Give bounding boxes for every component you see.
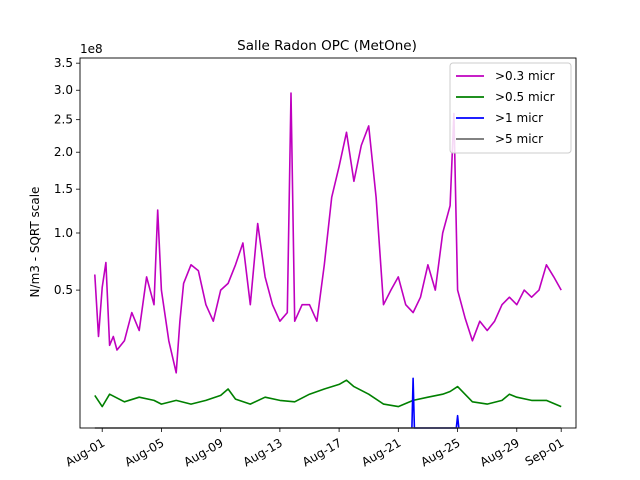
plot-frame <box>79 57 577 429</box>
x-tick-label: Aug-13 <box>241 436 285 470</box>
x-tick-label: Aug-21 <box>359 436 403 470</box>
y-tick-label: 3.0 <box>54 83 73 97</box>
y-tick-label: 1.5 <box>54 182 73 196</box>
y-tick-label: 3.5 <box>54 56 73 70</box>
legend: >0.3 micr >0.5 micr >1 micr >5 micr <box>449 62 572 154</box>
legend-label-3: >5 micr <box>495 132 543 146</box>
legend-label-0: >0.3 micr <box>495 69 555 83</box>
legend-label-1: >0.5 micr <box>495 90 555 104</box>
y-axis: 0.5 1.0 1.5 2.0 2.5 3.0 3.5 <box>54 56 80 297</box>
x-tick-label: Aug-29 <box>478 436 522 470</box>
x-tick-label: Aug-09 <box>181 436 225 470</box>
y-tick-label: 2.0 <box>54 145 73 159</box>
chart-title: Salle Radon OPC (MetOne) <box>237 38 417 54</box>
series-line-0 <box>94 92 562 374</box>
y-tick-label: 1.0 <box>54 226 73 240</box>
y-tick-label: 0.5 <box>54 283 73 297</box>
x-tick-label: Aug-17 <box>300 436 344 470</box>
y-axis-label: N/m3 - SQRT scale <box>28 187 42 298</box>
x-axis: Aug-01 Aug-05 Aug-09 Aug-13 Aug-17 Aug-21 Aug-… <box>63 428 566 469</box>
series-line-1 <box>94 379 562 408</box>
legend-frame <box>449 62 572 154</box>
x-tick-label: Aug-01 <box>63 436 107 470</box>
x-tick-label: Aug-05 <box>122 436 166 470</box>
y-offset-text: 1e8 <box>80 42 103 56</box>
legend-label-2: >1 micr <box>495 111 543 125</box>
y-tick-label: 2.5 <box>54 113 73 127</box>
x-tick-label: Aug-25 <box>418 436 462 470</box>
x-tick-label: Sep-01 <box>523 436 567 469</box>
